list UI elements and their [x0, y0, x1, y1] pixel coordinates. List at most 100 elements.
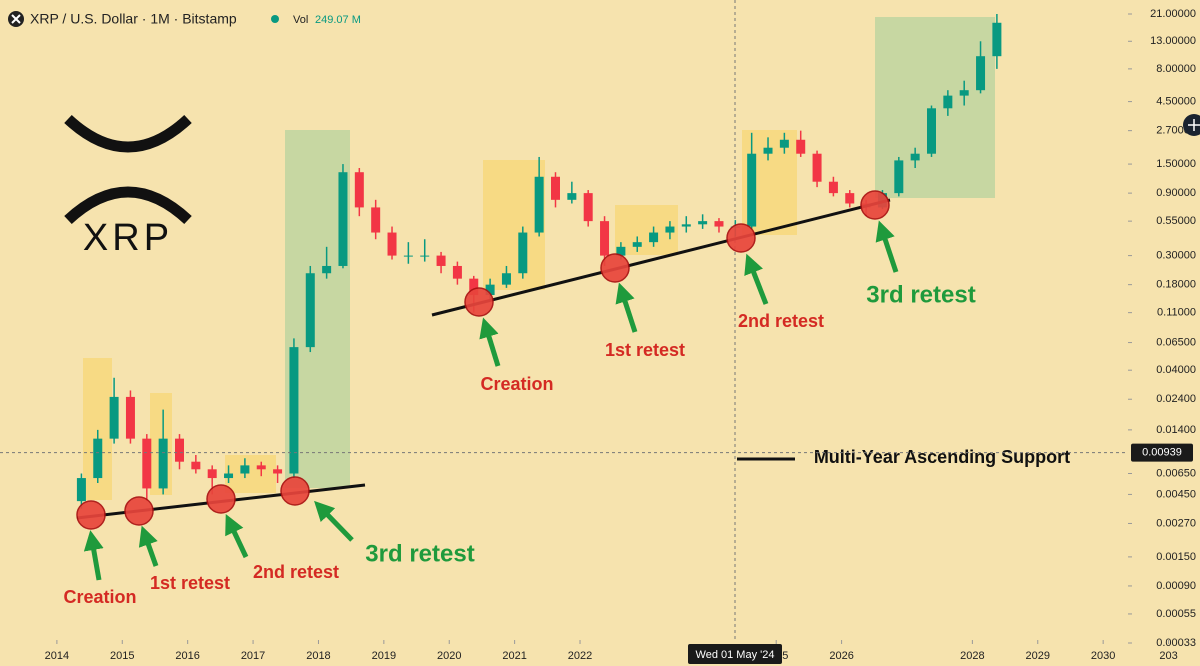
logo-text: XRP: [83, 217, 173, 259]
date-label: Wed 01 May '24: [696, 649, 775, 661]
candle-body: [485, 284, 495, 296]
x-tick-label: 2017: [241, 650, 265, 662]
add-icon: [1188, 119, 1200, 131]
candle-body: [403, 255, 413, 257]
candle-body: [256, 465, 266, 470]
annotation: Creation: [480, 374, 553, 394]
candle-body: [779, 139, 789, 148]
candle-body: [305, 273, 315, 348]
candle-body: [910, 153, 920, 161]
y-tick-label: 0.00450: [1156, 488, 1196, 500]
y-tick-label: 0.00033: [1156, 637, 1196, 649]
xrp-logo: [64, 114, 192, 225]
candle-body: [681, 224, 691, 227]
volume-label: Vol: [293, 14, 308, 26]
candle-body: [665, 226, 675, 233]
candle-body: [959, 90, 969, 96]
candle-body: [583, 193, 593, 222]
y-tick-label: 13.00000: [1150, 35, 1196, 47]
candle-body: [812, 153, 822, 182]
y-tick-label: 0.01400: [1156, 424, 1196, 436]
x-tick-label: 2028: [960, 650, 984, 662]
candle-body: [322, 265, 332, 274]
y-tick-label: 0.04000: [1156, 364, 1196, 376]
candle-body: [632, 242, 642, 247]
candle-body: [976, 56, 986, 91]
x-tick-label: 2022: [568, 650, 592, 662]
x-tick-label: 2015: [110, 650, 134, 662]
candle-body: [371, 207, 381, 233]
x-tick-label: 203: [1159, 650, 1177, 662]
axes: 21.0000013.000008.000004.500002.700001.5…: [0, 8, 1196, 664]
candle-body: [469, 278, 479, 296]
candle-body: [714, 221, 724, 227]
y-tick-label: 0.00650: [1156, 467, 1196, 479]
annotation: 3rd retest: [866, 281, 975, 308]
x-tick-label: 2029: [1026, 650, 1050, 662]
candle-body: [616, 246, 626, 256]
chart-title: XRP / U.S. Dollar · 1M · Bitstamp: [30, 11, 237, 27]
candle-body: [224, 473, 234, 479]
y-tick-label: 0.90000: [1156, 187, 1196, 199]
candle-body: [289, 347, 299, 474]
candle-body: [109, 396, 119, 439]
x-tick-label: 2019: [372, 650, 396, 662]
annotation: 3rd retest: [365, 540, 474, 567]
candle-body: [518, 232, 528, 274]
y-tick-label: 0.06500: [1156, 336, 1196, 348]
candle-body: [338, 172, 348, 266]
candle-body: [436, 255, 446, 266]
candle-body: [93, 438, 103, 479]
candle-body: [158, 438, 168, 489]
arrows: [83, 220, 899, 581]
y-tick-label: 0.02400: [1156, 393, 1196, 405]
y-tick-label: 4.50000: [1156, 96, 1196, 108]
price-label: 0.00939: [1142, 446, 1182, 458]
candle-body: [828, 181, 838, 194]
candle-body: [845, 193, 855, 204]
y-tick-label: 0.00090: [1156, 580, 1196, 592]
volume-value: 249.07 M: [315, 14, 361, 26]
candle-body: [354, 172, 364, 208]
candle-body: [894, 160, 904, 194]
y-tick-label: 0.55000: [1156, 215, 1196, 227]
y-tick-label: 0.00150: [1156, 551, 1196, 563]
candle-body: [452, 265, 462, 279]
y-tick-label: 21.00000: [1150, 8, 1196, 20]
candle-body: [600, 221, 610, 256]
price-label-box: [1131, 443, 1193, 462]
candle-body: [567, 193, 577, 200]
y-tick-label: 0.00270: [1156, 517, 1196, 529]
x-tick-label: 2014: [45, 650, 69, 662]
x-tick-label: 2016: [175, 650, 199, 662]
y-tick-label: 0.11000: [1157, 307, 1196, 319]
retest-circles: [76, 190, 890, 530]
candle-body: [747, 153, 757, 227]
candle-body: [76, 478, 86, 502]
highlight-zones: [83, 17, 995, 500]
candle-body: [534, 176, 544, 233]
annotation: 2nd retest: [253, 562, 339, 582]
candle-body: [763, 147, 773, 154]
candle-body: [649, 232, 659, 243]
date-label-box: [688, 644, 782, 664]
annotation: Creation: [63, 587, 136, 607]
annotations: Creation 1st retest 2nd retest 3rd retes…: [63, 281, 1070, 606]
annotation: 1st retest: [605, 340, 685, 360]
candle-body: [698, 221, 708, 225]
candle-body: [125, 396, 135, 439]
candle-body: [387, 232, 397, 256]
y-tick-label: 0.30000: [1156, 250, 1196, 262]
header: XRP / U.S. Dollar · 1M · Bitstamp Vol 24…: [8, 11, 361, 27]
candle-body: [207, 469, 217, 479]
x-tick-label: 2021: [502, 650, 526, 662]
x-tick-label: 2030: [1091, 650, 1115, 662]
candle-body: [550, 176, 560, 200]
candle-body: [240, 465, 250, 474]
candle-body: [142, 438, 152, 489]
candle-body: [796, 139, 806, 154]
candle-body: [191, 461, 201, 470]
annotation: 1st retest: [150, 573, 230, 593]
